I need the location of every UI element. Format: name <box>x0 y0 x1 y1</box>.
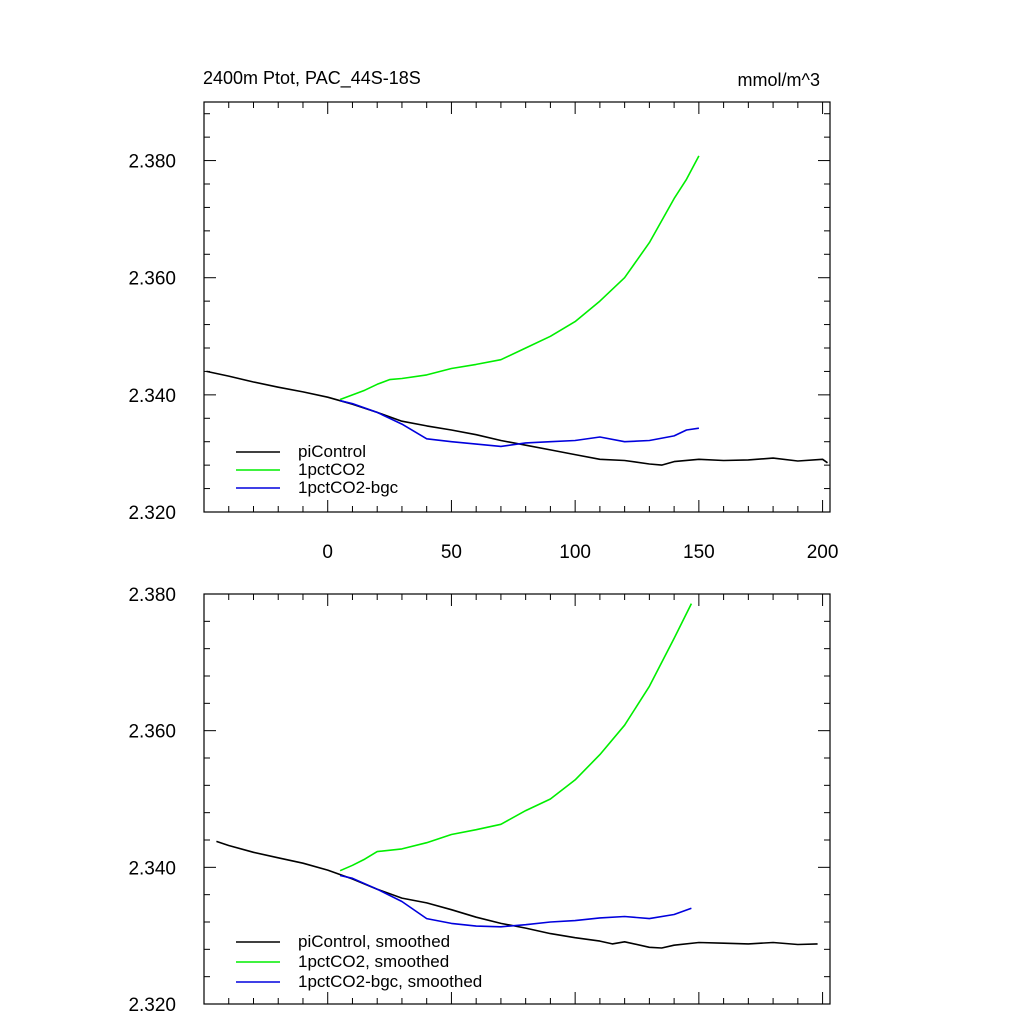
tick-labels: 2.320 2.340 2.360 2.380 0 50 100 150 200 <box>128 152 838 563</box>
series-line <box>206 370 828 466</box>
series-line <box>339 399 700 448</box>
plot-frame <box>203 101 831 513</box>
legend-label: 1pctCO2-bgc, smoothed <box>298 972 482 991</box>
y-tick-label: 2.340 <box>128 858 176 879</box>
units-label: mmol/m^3 <box>738 70 820 90</box>
plot-frame <box>203 593 831 1005</box>
x-tick-label: 150 <box>683 542 715 563</box>
x-tick-label: 50 <box>441 542 462 563</box>
series-lines <box>206 155 828 466</box>
legend-label: piControl <box>298 442 366 461</box>
series-line <box>216 840 818 949</box>
tick-marks <box>204 593 830 1005</box>
series-line <box>339 155 700 401</box>
x-tick-label: 100 <box>559 542 591 563</box>
tick-labels: 2.320 2.340 2.360 2.380 <box>128 585 176 1016</box>
y-tick-label: 2.320 <box>128 995 176 1016</box>
y-tick-label: 2.380 <box>128 152 176 173</box>
top-panel: 2400m Ptot, PAC_44S-18S mmol/m^3 2.3202.… <box>128 68 838 563</box>
legend-label: 1pctCO2-bgc <box>298 478 399 497</box>
bottom-panel: 2.320 2.340 2.360 2.380 piControl, smoothed… <box>128 585 831 1016</box>
series-line <box>339 603 693 872</box>
tick-marks <box>204 102 830 513</box>
y-tick-label: 2.340 <box>128 386 176 407</box>
x-tick-label: 200 <box>807 542 839 563</box>
legend-label: 1pctCO2, smoothed <box>298 952 449 971</box>
y-tick-label: 2.320 <box>128 503 176 524</box>
y-tick-label: 2.360 <box>128 722 176 743</box>
series-lines <box>216 603 818 949</box>
legend-label: piControl, smoothed <box>298 932 450 951</box>
x-tick-label: 0 <box>322 542 333 563</box>
legend-label: 1pctCO2 <box>298 460 365 479</box>
y-tick-label: 2.360 <box>128 269 176 290</box>
y-tick-label: 2.380 <box>128 585 176 606</box>
panel-title: 2400m Ptot, PAC_44S-18S <box>203 68 421 89</box>
series-line <box>339 874 692 928</box>
